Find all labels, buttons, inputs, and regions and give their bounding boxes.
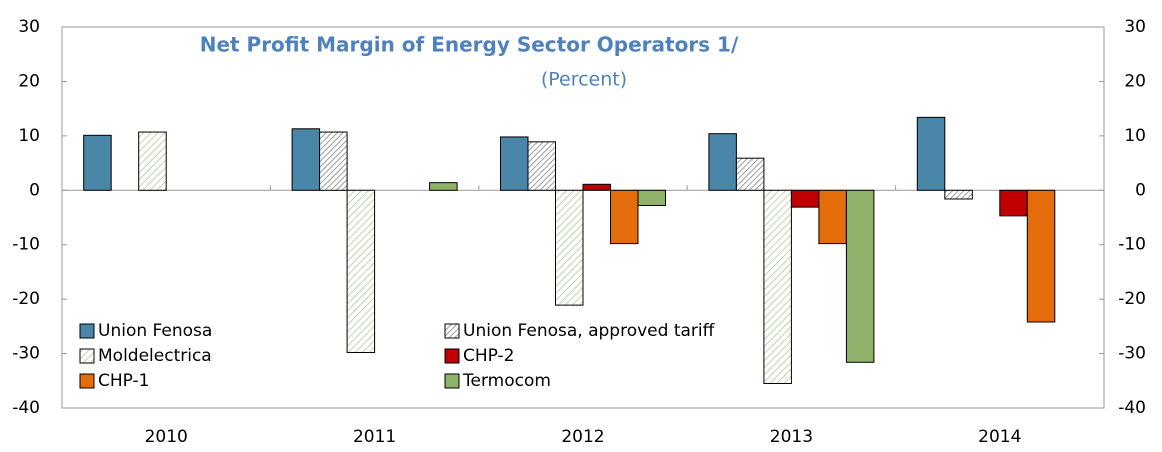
y-tick-label: -40 [12,398,40,418]
bar [346,189,376,353]
y2-tick-label: -20 [1118,289,1146,309]
y2-tick-label: -40 [1118,398,1146,418]
bar [790,189,820,208]
x-tick-label: 2010 [145,427,188,447]
y-tick-label: -20 [12,289,40,309]
y2-tick-label: -10 [1118,235,1146,255]
legend-label: Termocom [462,371,551,391]
bar [708,133,737,191]
bar [555,189,584,306]
bar [944,189,973,200]
bar [916,116,946,191]
legend-swatch [79,323,95,339]
legend-swatch [444,348,460,364]
bar [319,131,348,191]
bar [500,136,529,191]
legend-label: CHP-2 [463,346,514,366]
bar [818,189,847,245]
bar [999,189,1028,217]
bar [527,141,556,191]
y2-tick-label: 10 [1124,126,1146,146]
bar [83,134,112,191]
x-tick-label: 2013 [770,427,813,447]
y-tick-label: 30 [18,17,40,37]
legend-swatch [444,323,460,339]
y-tick-label: 10 [18,126,40,146]
y-tick-label: -30 [12,344,40,364]
x-tick-label: 2014 [978,427,1021,447]
bar [845,189,875,363]
bar [735,157,765,191]
y2-tick-label: 20 [1124,71,1146,91]
bar [291,128,321,191]
legend-label: CHP-1 [98,371,149,391]
x-tick-label: 2012 [561,427,604,447]
y-tick-label: 20 [18,71,40,91]
y-tick-label: 0 [29,180,40,200]
bar [138,131,167,191]
legend-swatch [79,348,95,364]
y2-tick-label: 0 [1135,180,1146,200]
bar [637,189,666,207]
y-tick-label: -10 [12,235,40,255]
legend-swatch [79,373,95,389]
chart-subtitle: (Percent) [541,69,627,91]
bar [1026,189,1056,323]
legend-label: Union Fenosa, approved tariff [463,321,716,341]
x-tick-label: 2011 [353,427,396,447]
bar [429,182,458,191]
legend-label: Moldelectrica [98,346,212,366]
bar [582,183,611,191]
y2-tick-label: -30 [1118,344,1146,364]
bar [610,189,639,245]
legend-label: Union Fenosa [98,321,212,341]
legend-swatch [444,373,460,389]
plot-frame [61,26,1105,409]
chart-title: Net Profit Margin of Energy Sector Opera… [200,33,739,57]
bar [763,189,792,385]
y2-tick-label: 30 [1124,17,1146,37]
